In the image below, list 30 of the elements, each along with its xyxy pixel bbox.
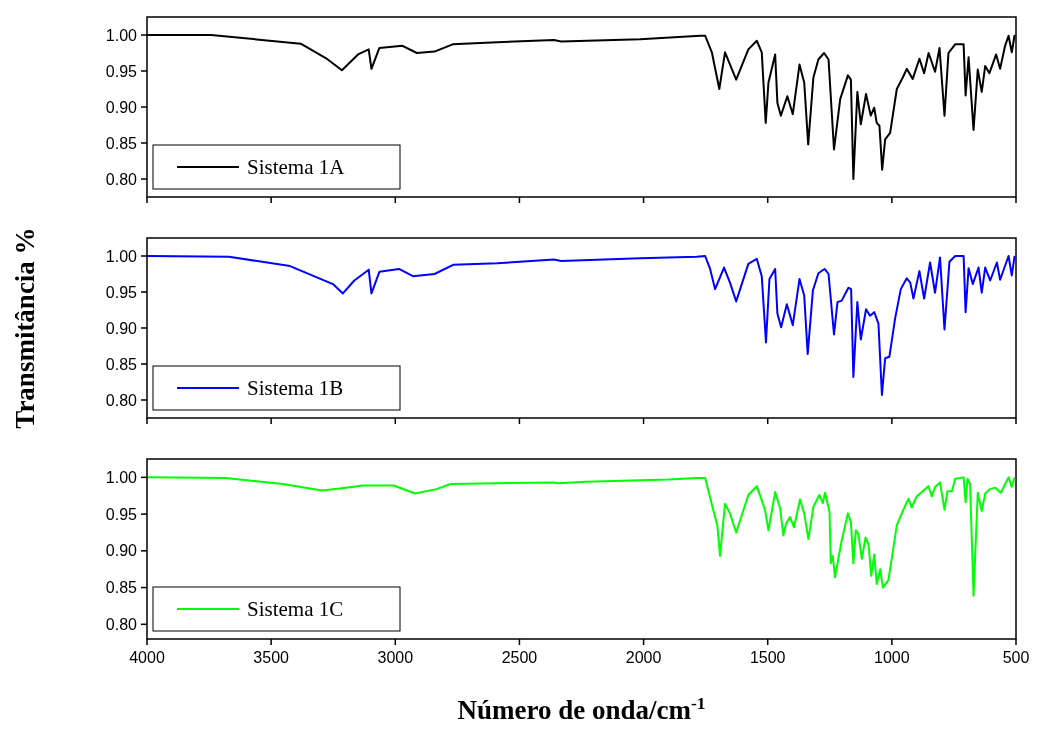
x-axis-title: Número de onda/cm$^{-1}$ xyxy=(457,693,706,725)
y-tick-label: 1.00 xyxy=(105,468,138,486)
line-series xyxy=(146,476,1016,597)
x-tick-label: 1000 xyxy=(874,649,910,666)
legend-label: Sistema 1A xyxy=(247,155,346,180)
y-tick-label: 0.95 xyxy=(105,62,138,80)
y-axis-title: Transmitância % xyxy=(10,227,40,429)
y-tick-label: 0.80 xyxy=(105,615,138,633)
y-tick-label: 0.80 xyxy=(105,391,138,409)
y-tick-label: 0.85 xyxy=(105,134,138,152)
legend-label: Sistema 1B xyxy=(247,376,344,401)
y-tick-label: 0.95 xyxy=(105,505,138,523)
y-tick-label: 0.85 xyxy=(105,579,138,597)
y-tick-label: 0.90 xyxy=(105,319,138,337)
y-tick-label: 1.00 xyxy=(105,247,138,265)
x-tick-label: 2000 xyxy=(625,649,662,666)
y-tick-label: 1.00 xyxy=(105,26,138,44)
x-tick-label: 4000 xyxy=(129,649,165,666)
legend-label: Sistema 1C xyxy=(247,597,344,622)
y-tick-label: 0.90 xyxy=(105,98,138,116)
x-tick-label: 3500 xyxy=(253,649,290,666)
line-series xyxy=(146,255,1016,396)
y-tick-label: 0.85 xyxy=(105,355,138,373)
x-tick-label: 1500 xyxy=(749,649,786,666)
y-tick-label: 0.80 xyxy=(105,170,138,188)
x-tick-label: 3000 xyxy=(377,649,414,666)
x-tick-label: 500 xyxy=(1002,649,1030,666)
y-tick-label: 0.90 xyxy=(105,542,138,560)
y-tick-label: 0.95 xyxy=(105,283,138,301)
x-tick-label: 2500 xyxy=(501,649,538,666)
